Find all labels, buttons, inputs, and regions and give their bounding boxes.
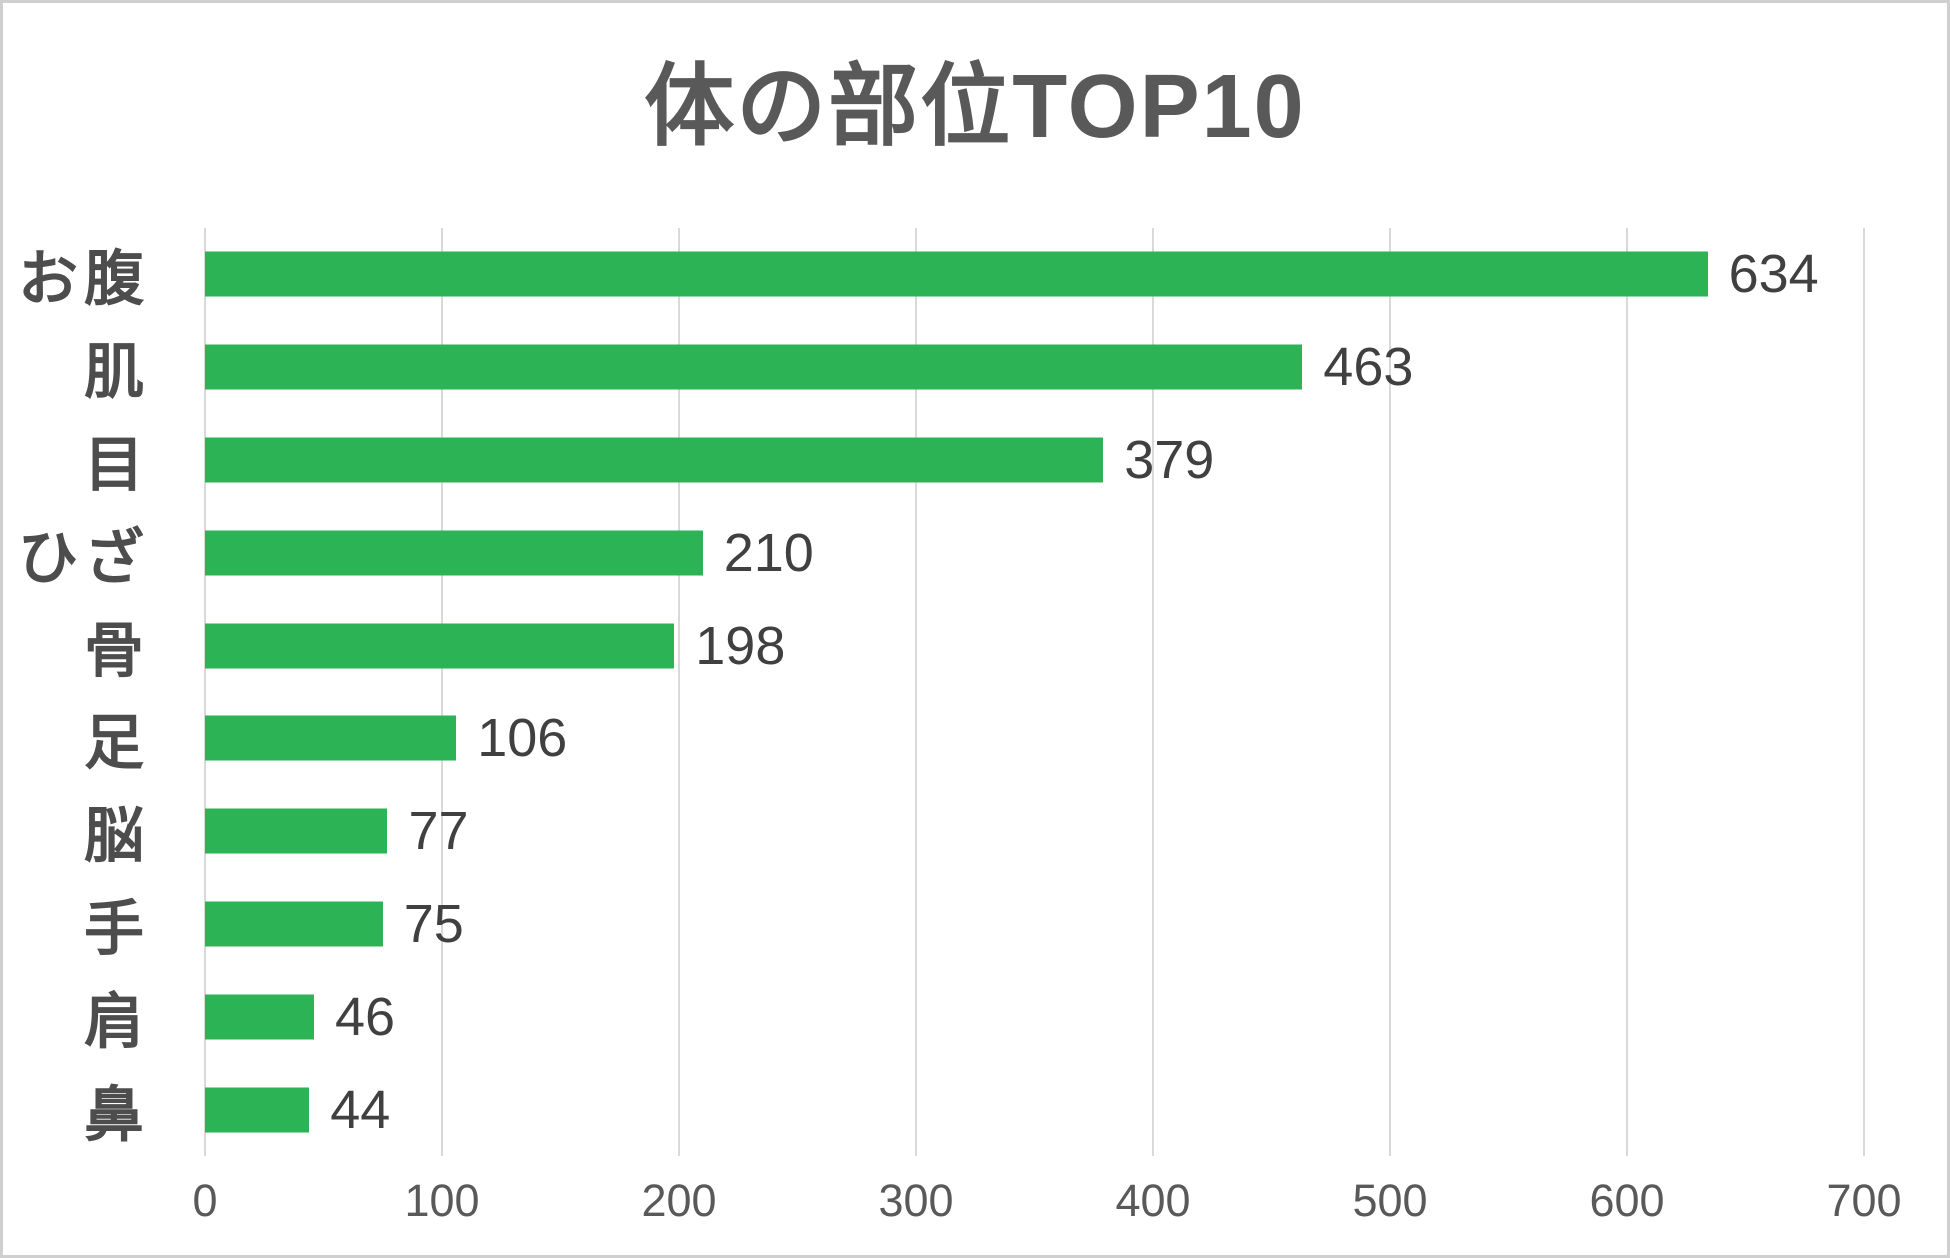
- value-label: 379: [1124, 429, 1215, 490]
- value-label: 46: [335, 986, 396, 1047]
- x-tick-label: 500: [1352, 1175, 1428, 1226]
- value-label: 210: [723, 522, 814, 583]
- bar: [205, 901, 383, 947]
- x-tick-label: 300: [878, 1175, 954, 1226]
- gridline: [1389, 228, 1391, 1156]
- value-label: 463: [1323, 337, 1414, 398]
- chart-title: 体の部位TOP10: [644, 57, 1306, 157]
- bar: [205, 808, 388, 854]
- category-label: 鼻: [84, 1081, 150, 1149]
- value-label: 634: [1728, 244, 1819, 305]
- bar: [205, 623, 675, 669]
- bar: [205, 251, 1708, 297]
- bar-row: 足 106: [84, 692, 1864, 785]
- category-label: 目: [84, 431, 150, 499]
- bar-row: 脳 77: [84, 785, 1864, 878]
- value-label: 75: [403, 893, 464, 954]
- gridline: [1151, 228, 1154, 1156]
- gridline: [204, 228, 206, 1156]
- bar: [205, 994, 315, 1040]
- value-label: 106: [477, 708, 568, 769]
- bar: [205, 437, 1104, 483]
- bar-row: 目 379: [84, 414, 1864, 507]
- x-tick-label: 0: [192, 1175, 218, 1226]
- bar-row: 肌 463: [84, 321, 1864, 414]
- category-label: ひざ: [18, 524, 150, 592]
- plot-area: お腹 634 肌 463 目 379 ひざ 210 骨 198 足 106 脳 77 手 75 肩 46 鼻 44: [18, 228, 1865, 1156]
- bar: [205, 530, 703, 576]
- bar-row: 鼻 44: [84, 1063, 1864, 1156]
- bar-row: お腹 634: [18, 228, 1864, 321]
- value-label: 198: [695, 615, 786, 676]
- bar-row: 手 75: [84, 878, 1864, 971]
- gridlines: [204, 228, 1865, 1156]
- gridline: [677, 228, 680, 1156]
- x-tick-label: 600: [1589, 1175, 1665, 1226]
- x-axis: 0 100 200 300 400 500 600 700: [192, 1175, 1901, 1235]
- category-label: 骨: [84, 617, 150, 685]
- bar: [205, 1087, 310, 1133]
- x-tick-label: 100: [404, 1175, 480, 1226]
- x-tick-label: 200: [641, 1175, 717, 1226]
- category-label: 肌: [84, 338, 150, 406]
- category-label: 手: [84, 895, 150, 963]
- value-label: 44: [330, 1079, 391, 1140]
- bar-row: 肩 46: [84, 970, 1864, 1063]
- bar-row: 骨 198: [84, 599, 1864, 692]
- category-label: 脳: [84, 802, 150, 870]
- x-tick-label: 400: [1115, 1175, 1191, 1226]
- gridline: [440, 228, 443, 1156]
- bar-row: ひざ 210: [18, 506, 1864, 599]
- bar: [205, 344, 1303, 390]
- category-label: 肩: [84, 988, 150, 1056]
- gridline: [1626, 228, 1628, 1156]
- bar-rows: お腹 634 肌 463 目 379 ひざ 210 骨 198 足 106 脳 77 手 75 肩 46 鼻 44: [18, 228, 1864, 1156]
- gridline: [915, 228, 917, 1156]
- x-tick-label: 700: [1826, 1175, 1902, 1226]
- category-label: お腹: [18, 245, 150, 313]
- bar: [205, 715, 457, 761]
- value-label: 77: [408, 801, 469, 862]
- gridline: [1863, 228, 1865, 1156]
- category-label: 足: [84, 709, 150, 777]
